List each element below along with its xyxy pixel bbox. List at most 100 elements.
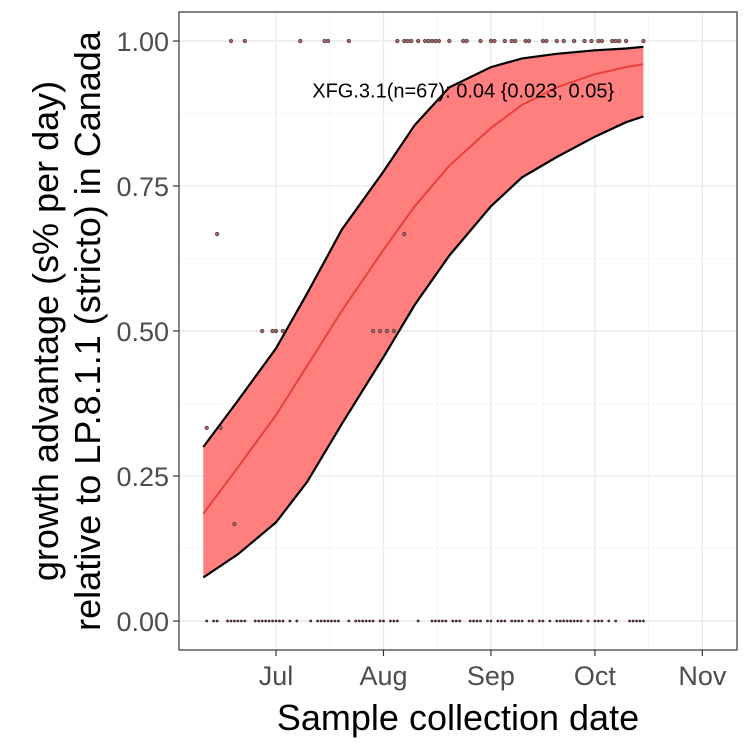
data-point — [384, 328, 390, 334]
zero-data-point — [337, 619, 340, 623]
zero-data-point — [499, 619, 503, 623]
x-axis-ticks: Jul Aug Sep Oct Nov — [259, 650, 727, 691]
data-point — [561, 38, 566, 44]
data-point — [426, 38, 431, 44]
data-point — [422, 38, 428, 44]
zero-data-point — [586, 619, 590, 623]
data-point — [325, 38, 331, 44]
zero-data-point — [281, 619, 285, 623]
zero-data-point — [596, 619, 600, 623]
data-point — [280, 328, 286, 334]
confidence-ribbon-layer — [202, 45, 644, 579]
data-point — [502, 38, 507, 44]
zero-data-point — [635, 619, 638, 623]
zero-data-point — [565, 619, 569, 623]
zero-data-point — [239, 619, 243, 623]
zero-data-point — [517, 619, 521, 623]
zero-data-point — [572, 619, 576, 623]
zero-data-point — [538, 619, 541, 623]
fit-line — [202, 63, 644, 515]
zero-data-point — [631, 619, 635, 623]
zero-data-point — [309, 619, 313, 623]
zero-data-point — [503, 619, 507, 623]
zero-data-point — [229, 619, 233, 623]
x-axis-title: Sample collection date — [277, 697, 639, 738]
zero-data-point — [489, 619, 493, 623]
zero-data-point — [371, 619, 375, 623]
data-point — [215, 232, 220, 237]
data-point — [589, 38, 594, 44]
zero-data-point — [642, 619, 645, 623]
zero-data-point — [430, 619, 434, 623]
zero-data-point — [444, 619, 448, 623]
zero-data-point — [441, 619, 444, 623]
zero-data-point — [437, 619, 441, 623]
zero-data-point — [527, 619, 531, 623]
x-tick-label-2: Sep — [467, 661, 515, 691]
zero-data-point — [510, 619, 514, 623]
zero-data-point — [274, 619, 278, 623]
zero-data-point — [347, 619, 351, 623]
zero-data-point — [271, 619, 274, 623]
data-point — [370, 328, 376, 334]
zero-data-point — [357, 619, 361, 623]
zero-data-point — [576, 619, 579, 623]
x-tick-label-3: Oct — [574, 661, 617, 691]
data-point — [554, 38, 559, 44]
zero-data-point — [562, 619, 566, 623]
data-point — [204, 425, 209, 430]
data-point — [623, 38, 629, 44]
zero-data-point — [319, 619, 323, 623]
data-point — [509, 38, 514, 44]
zero-data-point — [434, 619, 437, 623]
zero-data-point — [638, 619, 642, 623]
zero-data-point — [579, 619, 583, 623]
confidence-ribbon — [203, 46, 644, 578]
zero-data-point — [278, 619, 281, 623]
ribbon-upper-bound — [202, 45, 644, 448]
y-axis-title-line-1: growth advantage (s% per day) — [25, 81, 66, 581]
data-point — [596, 38, 601, 44]
data-point — [464, 38, 469, 44]
data-point — [405, 38, 410, 44]
zero-data-point — [243, 619, 247, 623]
zero-data-point — [226, 619, 229, 623]
zero-data-point — [607, 619, 611, 623]
data-points-layer — [204, 38, 646, 623]
zero-data-point — [236, 619, 240, 623]
zero-data-point — [354, 619, 358, 623]
zero-data-point — [364, 619, 368, 623]
zero-data-point — [326, 619, 330, 623]
zero-data-point — [389, 619, 392, 623]
fit-line-layer — [202, 63, 644, 515]
zero-data-point — [531, 619, 534, 623]
data-point — [270, 328, 275, 334]
y-tick-label-1: 0.25 — [116, 462, 169, 492]
data-point — [478, 38, 483, 44]
data-point — [402, 38, 407, 44]
data-point — [613, 38, 618, 44]
data-point — [273, 328, 279, 334]
zero-data-point — [628, 619, 631, 623]
zero-data-point — [323, 619, 326, 623]
fit-annotation: XFG.3.1(n=67): 0.04 {0.023, 0.05} — [312, 80, 614, 102]
data-point — [523, 38, 528, 44]
data-point — [391, 328, 396, 334]
data-point — [610, 38, 615, 44]
zero-data-point — [458, 619, 462, 623]
data-point — [433, 38, 438, 44]
x-tick-label-1: Aug — [359, 661, 407, 691]
data-point — [242, 38, 247, 44]
zero-data-point — [593, 619, 597, 623]
data-point — [409, 38, 414, 44]
data-point — [540, 38, 546, 44]
zero-data-point — [382, 619, 385, 623]
zero-data-point — [614, 619, 618, 623]
zero-data-point — [288, 619, 292, 623]
data-point — [488, 38, 494, 44]
zero-data-point — [260, 619, 264, 623]
data-point — [377, 328, 383, 334]
zero-data-point — [392, 619, 396, 623]
y-tick-label-0: 0.00 — [116, 607, 169, 637]
data-point — [447, 38, 452, 44]
